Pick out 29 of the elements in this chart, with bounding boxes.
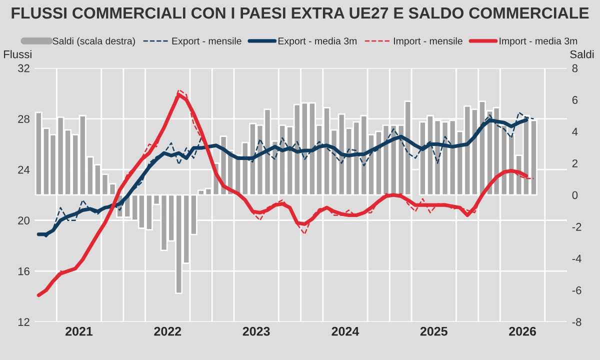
y2-tick-label: 4 [572, 128, 578, 136]
x-tick-label: 2026 [509, 326, 536, 336]
y-tick-label: 24 [18, 166, 30, 174]
y2-tick-label: 0 [572, 191, 578, 200]
y2-tick-label: -6 [572, 286, 582, 294]
legend-label: Export - media 3m [278, 37, 357, 46]
x-tick-label: 2024 [332, 326, 360, 336]
y-tick-label: 32 [18, 64, 30, 72]
x-tick-label: 2021 [66, 326, 93, 336]
legend-label: Export - mensile [172, 37, 242, 46]
x-tick-label: 2022 [154, 326, 182, 336]
x-tick-label: 2025 [420, 326, 448, 336]
y-tick-label: 16 [18, 267, 30, 276]
x-tick-label: 2023 [242, 326, 270, 336]
legend-label: Saldi (scala destra) [52, 37, 135, 46]
y2-tick-label: -8 [572, 318, 582, 326]
y-tick-label: 28 [18, 115, 30, 123]
y2-tick-label: 2 [572, 159, 578, 168]
legend-label: Import - mensile [394, 37, 462, 46]
legend-label: Import - media 3m [500, 37, 578, 46]
chart-title: FLUSSI COMMERCIALI CON I PAESI EXTRA UE27 E SALDO COMMERCIALE [12, 7, 589, 19]
y2-tick-label: -4 [572, 254, 582, 262]
y-tick-label: 20 [18, 216, 30, 224]
y2-tick-label: -2 [572, 222, 582, 231]
y2-tick-label: 6 [572, 96, 578, 104]
y-tick-label: 12 [18, 318, 30, 326]
y2-axis-title: Saldi [570, 50, 594, 58]
y-axis-title: Flussi [4, 50, 32, 58]
y2-tick-label: 8 [572, 64, 578, 72]
